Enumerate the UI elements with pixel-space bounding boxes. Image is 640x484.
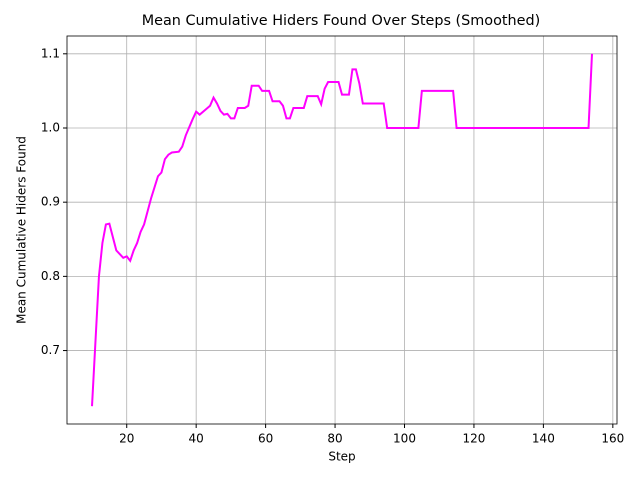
x-tick-label: 20: [119, 432, 134, 446]
x-tick-label: 140: [532, 432, 555, 446]
y-tick-label: 1.1: [41, 46, 60, 60]
x-tick-label: 120: [462, 432, 485, 446]
plot-frame: [66, 35, 618, 425]
y-tick-label: 0.9: [41, 195, 60, 209]
x-axis-label: Step: [328, 450, 355, 464]
line: [91, 53, 593, 407]
x-tick-label: 80: [327, 432, 342, 446]
x-tick-label: 40: [189, 432, 204, 446]
x-tick-label: 160: [601, 432, 624, 446]
x-tick-label: 60: [258, 432, 273, 446]
y-tick-label: 0.8: [41, 269, 60, 283]
y-axis-label: Mean Cumulative Hiders Found: [15, 136, 29, 324]
y-tick-label: 1.0: [41, 120, 60, 134]
chart-title: Mean Cumulative Hiders Found Over Steps …: [142, 13, 541, 29]
x-tick-label: 100: [393, 432, 416, 446]
y-tick-label: 0.7: [41, 343, 60, 357]
